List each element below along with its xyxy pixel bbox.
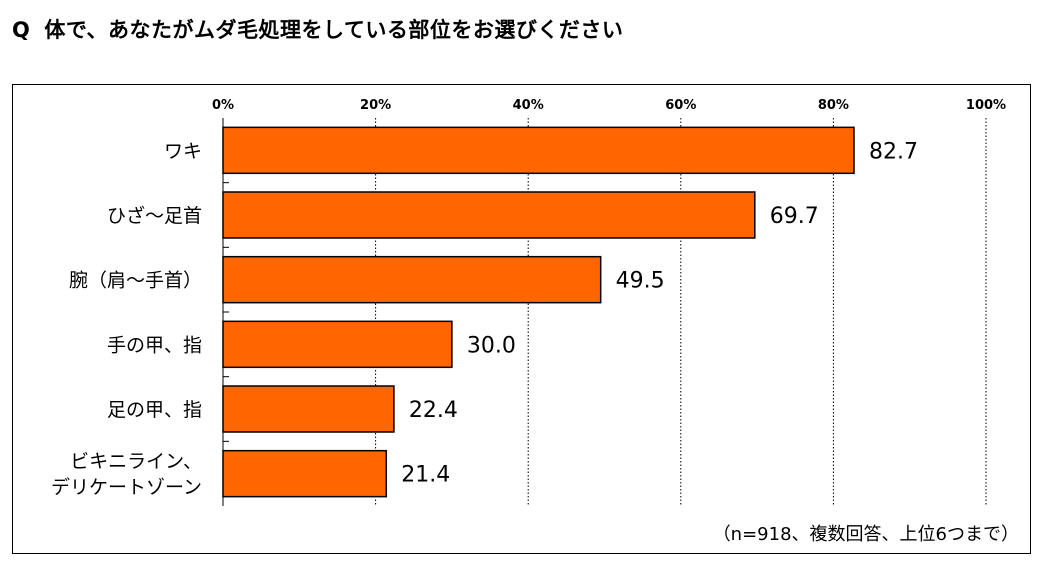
x-tick-label: 0% (212, 98, 234, 113)
category-label: 足の甲、指 (107, 399, 202, 421)
bar (222, 320, 453, 369)
data-label: 22.4 (409, 398, 458, 423)
data-label: 49.5 (616, 269, 665, 294)
question-text: 体で、あなたがムダ毛処理をしている部位をお選びください (44, 18, 624, 42)
category-label: 手の甲、指 (107, 334, 202, 356)
bar (222, 449, 388, 498)
bar (222, 255, 602, 304)
category-label: ひざ～足首 (107, 204, 202, 227)
x-tick-label: 20% (360, 98, 391, 113)
x-tick-label: 40% (513, 98, 544, 113)
bar (222, 385, 395, 433)
x-tick-label: 80% (818, 98, 849, 113)
data-label: 21.4 (401, 463, 450, 488)
category-label: ワキ (164, 140, 202, 162)
category-label: ビキニライン、 (70, 451, 202, 473)
data-label: 82.7 (869, 139, 918, 164)
x-tick-label: 60% (665, 98, 696, 113)
data-label: 69.7 (770, 204, 819, 229)
category-label: デリケートゾーン (51, 477, 202, 499)
data-label: 30.0 (467, 333, 516, 358)
bar (222, 126, 855, 175)
chart-frame (12, 84, 1031, 554)
category-label: 腕（肩～手首） (69, 270, 202, 292)
question-mark: Q (12, 18, 31, 42)
sample-note: （n=918、複数回答、上位6つまで） (712, 524, 1019, 545)
x-tick-label: 100% (966, 98, 1006, 113)
bar (222, 191, 756, 239)
question-title: Q 体で、あなたがムダ毛処理をしている部位をお選びください (12, 14, 623, 44)
